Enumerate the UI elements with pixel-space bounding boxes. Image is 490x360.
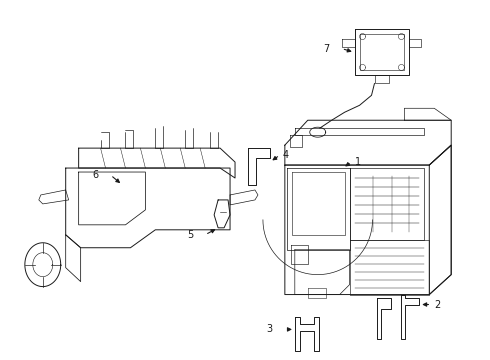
Text: 3: 3 xyxy=(267,324,273,334)
Text: 5: 5 xyxy=(187,230,193,240)
Text: 1: 1 xyxy=(355,157,361,167)
Text: 2: 2 xyxy=(434,300,441,310)
Text: 7: 7 xyxy=(323,44,330,54)
Text: 6: 6 xyxy=(93,170,98,180)
Text: 4: 4 xyxy=(283,150,289,160)
